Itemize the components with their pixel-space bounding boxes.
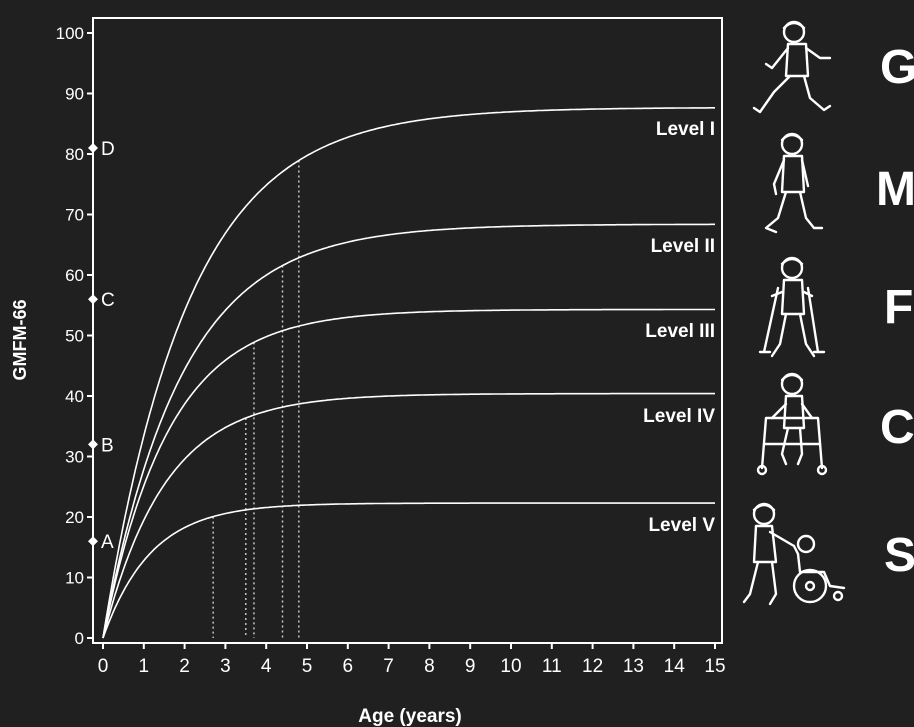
walking-child-icon [764,132,824,234]
x-tick-label: 3 [220,656,231,677]
series-line [102,308,715,639]
series-line [102,107,715,639]
series-label: Level IV [643,405,715,427]
side-letter: F [884,281,914,334]
running-child-icon [752,20,832,114]
annotation-label: C [101,290,115,311]
x-tick-label: 12 [582,656,603,677]
series-line [102,392,715,639]
annotation-label: A [101,532,114,553]
x-tick-label: 8 [424,656,435,677]
annotation-label: D [101,139,115,160]
x-tick-label: 7 [383,656,394,677]
series-line [102,223,715,639]
annotation-markers: A B C D [88,139,115,553]
y-tick-label: 100 [56,24,84,43]
x-tick-label: 15 [704,656,725,677]
y-tick-label: 90 [65,85,84,104]
series-curves [102,107,715,639]
y-axis-label: GMFM-66 [10,300,30,381]
x-tick-label: 1 [139,656,150,677]
x-tick-label: 5 [302,656,313,677]
y-tick-label: 0 [75,629,84,648]
side-letter: S [884,529,914,582]
x-tick-label: 11 [542,656,562,677]
x-tick-label: 6 [343,656,354,677]
annotation-marker [88,439,98,450]
annotation-marker [88,142,98,153]
side-letter: C [880,401,914,454]
series-label: Level III [645,321,715,343]
y-tick-label: 20 [65,508,84,527]
series-label: Level V [648,515,715,537]
y-tick-label: 50 [65,327,84,346]
side-letter: M [876,163,914,216]
x-tick-label: 4 [261,656,272,677]
x-tick-label: 9 [465,656,476,677]
series-line [102,502,715,639]
y-tick-label: 70 [65,206,84,225]
x-tick-label: 13 [623,656,644,677]
series-label: Level I [655,119,715,141]
annotation-label: B [101,435,114,456]
series-label: Level II [650,236,715,258]
y-tick-label: 40 [65,387,84,406]
age-guide-lines [212,160,300,638]
x-tick-label: 0 [98,656,109,677]
x-axis-label: Age (years) [358,706,462,727]
x-tick-label: 2 [179,656,190,677]
annotation-marker [88,536,98,547]
y-tick-label: 60 [65,266,84,285]
side-letter: G [880,41,914,94]
y-tick-label: 80 [65,145,84,164]
plot-frame [92,17,723,644]
y-tick-label: 10 [65,569,84,588]
child-with-walker-icon [756,372,828,476]
child-with-crutches-icon [758,256,826,358]
y-tick-label: 30 [65,448,84,467]
child-in-wheelchair-icon [742,502,846,606]
x-tick-label: 14 [664,656,686,677]
x-tick-label: 10 [500,656,521,677]
annotation-marker [88,294,98,305]
